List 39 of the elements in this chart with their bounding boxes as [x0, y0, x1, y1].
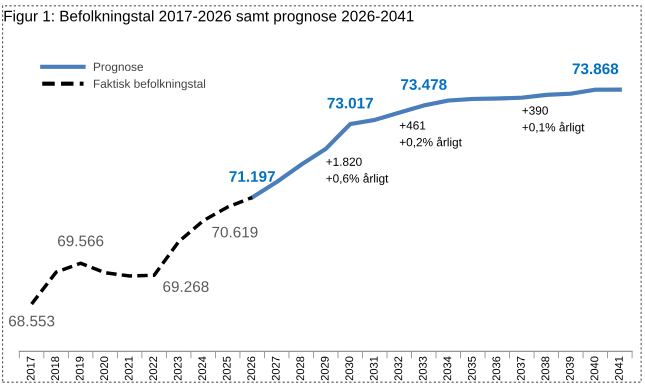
data-label: 73.017: [328, 98, 373, 109]
annotation: +461 +0,2% årligt: [400, 121, 462, 149]
x-tick-label: 2031: [370, 356, 378, 380]
x-tick-label: 2023: [174, 356, 182, 380]
x-tick-label: 2017: [26, 356, 35, 380]
data-label: 70.619: [212, 226, 258, 238]
data-label: 69.268: [163, 281, 209, 292]
legend-label: Faktisk befolkningstal: [94, 79, 206, 90]
x-tick-label: 2027: [272, 356, 280, 380]
legend-label: Prognose: [94, 62, 144, 74]
x-tick-label: 2028: [296, 356, 304, 380]
chart-title: Figur 1: Befolkningstal 2017-2026 samt prognose 2026-2041: [4, 10, 414, 24]
annotation: +390 +0,1% årligt: [522, 106, 584, 134]
x-tick-label: 2035: [468, 356, 476, 380]
data-label: 71.197: [229, 171, 275, 182]
x-tick-label: 2021: [124, 356, 133, 380]
x-tick-label: 2037: [516, 356, 525, 380]
x-tick-label: 2038: [541, 356, 550, 380]
x-tick-label: 2018: [51, 356, 60, 380]
x-tick-label: 2025: [222, 356, 231, 380]
x-tick-label: 2033: [418, 356, 427, 380]
x-tick-label: 2040: [590, 356, 598, 380]
data-label: 68.553: [9, 316, 54, 326]
x-tick-label: 2034: [443, 356, 452, 380]
x-tick-label: 2032: [394, 356, 402, 380]
x-tick-label: 2024: [198, 356, 206, 380]
x-tick-label: 2019: [76, 356, 84, 380]
x-tick-label: 2030: [345, 356, 354, 380]
x-tick-label: 2039: [566, 356, 574, 380]
data-label: 69.566: [58, 236, 104, 246]
x-tick-label: 2029: [320, 356, 329, 380]
x-tick-label: 2022: [149, 356, 158, 380]
x-tick-label: 2020: [100, 356, 108, 380]
annotation: +1.820 +0,6% årligt: [326, 158, 388, 185]
x-tick-label: 2041: [614, 356, 623, 380]
x-tick-label: 2026: [247, 356, 256, 380]
data-label: 73.868: [572, 63, 618, 74]
x-tick-label: 2036: [492, 356, 500, 380]
data-label: 73.478: [401, 79, 447, 90]
